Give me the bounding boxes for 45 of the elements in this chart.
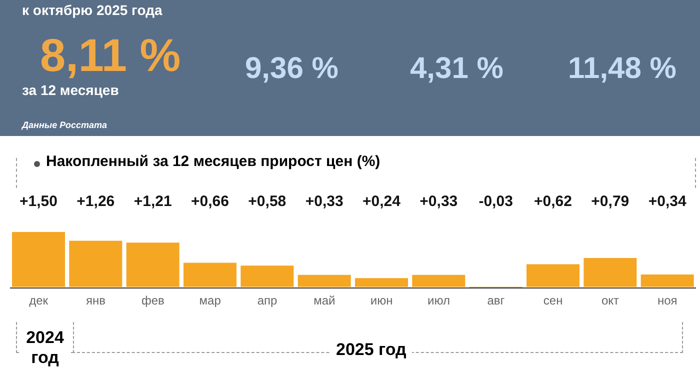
text: 9,36 %: [245, 52, 338, 86]
x-tick-label: дек: [29, 294, 49, 308]
bar: [355, 278, 408, 287]
text: 8,11 %: [40, 28, 181, 82]
data-label: +0,24: [362, 193, 402, 210]
data-label: +0,34: [648, 193, 687, 210]
bar: [69, 240, 122, 287]
data-label: +1,50: [20, 193, 58, 210]
chart-title: Накопленный за 12 месяцев прирост цен (%): [44, 153, 382, 170]
data-label: +0,66: [191, 193, 229, 210]
data-label: +1,26: [76, 193, 115, 210]
text: 2024 год: [20, 328, 70, 368]
bar: [12, 232, 65, 287]
bar: [240, 266, 294, 287]
x-tick-label: фев: [141, 294, 164, 308]
bar: [526, 264, 580, 287]
x-tick-label: янв: [86, 294, 106, 308]
data-label: -0,03: [478, 193, 513, 210]
data-label: +0,33: [305, 193, 344, 210]
data-label: +0,62: [534, 193, 572, 210]
x-tick-label: июл: [428, 294, 450, 308]
bar: [184, 262, 236, 287]
text: 11,48 %: [568, 52, 676, 86]
text: за 12 месяцев: [22, 82, 119, 98]
x-tick-label: июн: [370, 294, 393, 308]
bar: [298, 274, 351, 287]
x-tick-label: авг: [487, 294, 506, 308]
text: Данные Росстата: [22, 120, 107, 130]
bar: [584, 258, 637, 287]
bar: [126, 242, 180, 287]
bar: [640, 274, 694, 287]
x-tick-label: мар: [199, 294, 222, 308]
text: 4,31 %: [410, 52, 504, 86]
data-label: +0,58: [248, 193, 286, 210]
x-tick-label: ноя: [658, 294, 678, 308]
data-label: +1,21: [134, 193, 172, 210]
x-tick-label: окт: [601, 294, 620, 308]
data-label: +0,33: [420, 193, 458, 210]
x-tick-label: апр: [257, 294, 278, 308]
text: к октябрю 2025 года: [22, 2, 162, 18]
x-tick-label: сен: [543, 294, 563, 308]
text: 2025 год: [330, 340, 412, 360]
x-tick-label: май: [314, 294, 336, 308]
bar: [412, 274, 466, 287]
data-label: +0,79: [591, 193, 630, 210]
